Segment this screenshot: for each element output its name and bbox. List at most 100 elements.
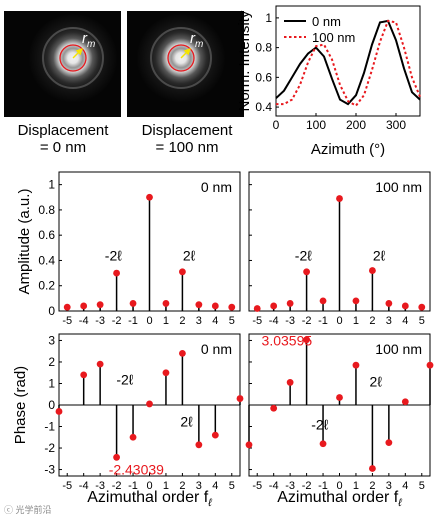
amp100-xtick-label: 1 — [353, 315, 359, 327]
amp0-point — [195, 301, 203, 309]
rm-label-0nm: rm — [82, 30, 95, 50]
phase0-annotation: 2ℓ — [180, 414, 193, 430]
amp0-xtick-label: -5 — [62, 315, 72, 327]
phase0-point — [113, 453, 120, 461]
intensity-ytick-label: 0.6 — [255, 70, 272, 84]
intensity-ytick-label: 1 — [265, 11, 272, 25]
phase100-xtick-label: 2 — [369, 480, 375, 492]
amp0-ytick-label: 0 — [48, 304, 55, 318]
phase0-y-axis-label: Phase (rad) — [12, 366, 29, 444]
phase0-ytick-label: 1 — [48, 376, 55, 390]
caption-100nm: Displacement = 100 nm — [124, 122, 250, 156]
phase100-xtick-label: -4 — [269, 480, 279, 492]
intensity-ytick-label: 0.4 — [255, 100, 272, 114]
amp100-annotation: -2ℓ — [295, 247, 312, 263]
intensity-series-line-1 — [276, 19, 421, 107]
phase0-xtick-label: 5 — [229, 480, 235, 492]
amp0-annotation: -2ℓ — [105, 247, 122, 263]
amp100-xtick-label: 5 — [419, 315, 425, 327]
amp100-point — [270, 302, 278, 310]
amp0-y-axis-label: Amplitude (a.u.) — [16, 189, 33, 295]
amp0-point — [113, 269, 120, 277]
phase0-x-axis-label: Azimuthal order fℓ — [87, 489, 212, 509]
phase0-ytick-label: 3 — [48, 333, 55, 347]
amp0-point — [129, 300, 137, 307]
phase0-point — [146, 400, 153, 408]
amp100-annotation: 2ℓ — [373, 247, 386, 263]
phase100-value-label: 3.03595 — [262, 332, 313, 348]
phase100-point — [245, 441, 253, 449]
amp100-xtick-label: 0 — [336, 315, 342, 327]
phase0-ytick-label: 0 — [48, 398, 55, 412]
amp0-ytick-label: 0.4 — [38, 253, 55, 267]
phase100-xtick-label: -5 — [252, 480, 262, 492]
phase0-xtick-label: 3 — [196, 480, 202, 492]
intensity-xtick-label: 100 — [306, 118, 326, 132]
watermark: ⓒ 光学前沿 — [4, 505, 52, 515]
phase0-point — [129, 433, 137, 441]
amp0-point — [63, 303, 71, 311]
intensity-xtick-label: 300 — [386, 118, 406, 132]
amp100-xtick-label: -4 — [269, 315, 279, 327]
phase100-x-axis-label: Azimuthal order fℓ — [277, 489, 402, 509]
intensity-xtick-label: 0 — [273, 118, 280, 132]
phase100-point — [336, 394, 343, 401]
amp100-point — [385, 300, 393, 307]
phase100-xtick-label: 1 — [353, 480, 359, 492]
amplitude-chart-100nm: -5 -4 -3 -2 -1 0 1 2 3 4 5 100 nm -2ℓ 2ℓ — [248, 171, 431, 327]
intensity-axes-frame — [275, 5, 421, 117]
amp100-point — [303, 268, 310, 276]
phase0-xtick-label: 0 — [146, 480, 152, 492]
amp0-point — [162, 300, 170, 307]
amp0-xtick-label: 3 — [196, 315, 202, 327]
amp0-xtick-label: 4 — [212, 315, 218, 327]
amp0-xtick-label: -2 — [112, 315, 122, 327]
phase0-ytick-label: 2 — [48, 355, 55, 369]
phase-chart-100nm: -5 -4 -3 -2 -1 0 1 2 3 4 5 100 nm -2ℓ 2ℓ 3.03595 Azimut… — [245, 332, 434, 509]
intensity-x-axis-label: Azimuth (°) — [311, 141, 385, 158]
amp100-xtick-label: -1 — [318, 315, 328, 327]
phase100-annotation: 2ℓ — [370, 374, 383, 390]
amp100-xtick-label: -2 — [302, 315, 312, 327]
phase100-xtick-label: -3 — [285, 480, 295, 492]
intensity-chart: 0 100 200 300 0.4 0.6 0.8 1 Azimuth (°) Norm. Int… — [236, 5, 421, 158]
amp0-xtick-label: -1 — [128, 315, 138, 327]
amp0-ytick-label: 1 — [48, 178, 55, 192]
intensity-xtick-label: 200 — [346, 118, 366, 132]
amp0-point — [96, 301, 104, 309]
rm-label-100nm: rm — [190, 30, 203, 50]
amp0-annotation: 2ℓ — [183, 247, 196, 263]
amp0-point — [211, 302, 219, 310]
amp100-xtick-label: 3 — [386, 315, 392, 327]
phase100-point — [385, 439, 393, 447]
amp100-point — [253, 305, 261, 312]
intensity-ytick-label: 0.8 — [255, 41, 272, 55]
intensity-legend-label-1: 100 nm — [312, 30, 355, 45]
phase0-point — [162, 369, 170, 377]
amp100-point — [319, 297, 327, 305]
phase100-point — [303, 336, 310, 344]
phase0-annotation: -2ℓ — [116, 372, 133, 388]
phase0-xtick-label: -3 — [95, 480, 105, 492]
phase100-xtick-label: 3 — [386, 480, 392, 492]
phase0-point — [195, 441, 203, 449]
phase100-point — [286, 379, 294, 386]
caption-0nm-line2: = 0 nm — [39, 139, 87, 156]
amp100-point — [401, 302, 409, 310]
phase0-xtick-label: 2 — [179, 480, 185, 492]
caption-0nm-line1: Displacement — [17, 122, 109, 139]
phase0-xtick-label: 4 — [212, 480, 218, 492]
phase100-xtick-label: -2 — [302, 480, 312, 492]
phase0-point — [55, 408, 63, 415]
ring-circle — [59, 44, 87, 72]
phase100-point — [319, 440, 327, 448]
phase0-point — [211, 431, 219, 439]
phase0-xtick-label: -5 — [62, 480, 72, 492]
phase0-point — [179, 349, 186, 357]
amp0-xtick-label: -3 — [95, 315, 105, 327]
radius-arrow — [72, 48, 83, 59]
phase0-point — [236, 395, 244, 402]
amp100-point — [286, 300, 294, 307]
phase100-point — [369, 465, 376, 472]
